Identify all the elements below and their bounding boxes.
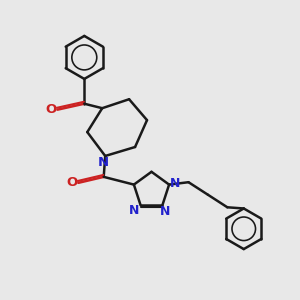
Text: N: N xyxy=(129,204,139,217)
Text: O: O xyxy=(45,103,56,116)
Text: N: N xyxy=(160,206,170,218)
Text: N: N xyxy=(170,177,180,190)
Text: O: O xyxy=(66,176,77,189)
Text: N: N xyxy=(97,156,108,169)
